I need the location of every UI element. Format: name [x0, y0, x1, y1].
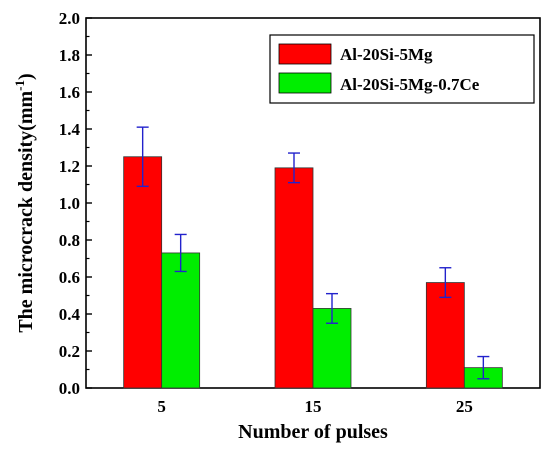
x-tick-label: 15 [305, 397, 322, 416]
y-tick-label: 1.6 [59, 83, 80, 102]
y-tick-label: 0.0 [59, 379, 80, 398]
legend-label-series-1: Al-20Si-5Mg [340, 45, 433, 64]
bar-series-1 [123, 156, 163, 389]
y-tick-label: 1.0 [59, 194, 80, 213]
x-tick-label: 25 [456, 397, 473, 416]
legend-swatch-series-1 [278, 43, 332, 65]
x-axis-title: Number of pulses [238, 421, 388, 443]
legend-label-series-2: Al-20Si-5Mg-0.7Ce [340, 75, 480, 94]
y-axis-title-main: The microcrack density(mm [15, 91, 37, 333]
y-axis-title: The microcrack density(mm-1) [12, 73, 37, 332]
y-tick-label: 0.6 [59, 268, 80, 287]
y-tick-label: 1.2 [59, 157, 80, 176]
y-tick-label: 2.0 [59, 9, 80, 28]
bar-series-1 [425, 282, 465, 389]
y-tick-label: 0.8 [59, 231, 80, 250]
y-tick-label: 1.4 [59, 120, 81, 139]
legend: Al-20Si-5Mg Al-20Si-5Mg-0.7Ce [269, 34, 535, 104]
x-tick-label: 5 [157, 397, 166, 416]
y-tick-label: 0.4 [59, 305, 81, 324]
y-axis-title-superscript: -1 [12, 80, 27, 91]
bar-series-2 [161, 252, 201, 389]
bar-series-1 [274, 167, 314, 389]
y-tick-label: 1.8 [59, 46, 80, 65]
legend-swatch-series-2 [278, 72, 332, 94]
y-tick-label: 0.2 [59, 342, 80, 361]
y-axis-title-close: ) [15, 73, 37, 80]
